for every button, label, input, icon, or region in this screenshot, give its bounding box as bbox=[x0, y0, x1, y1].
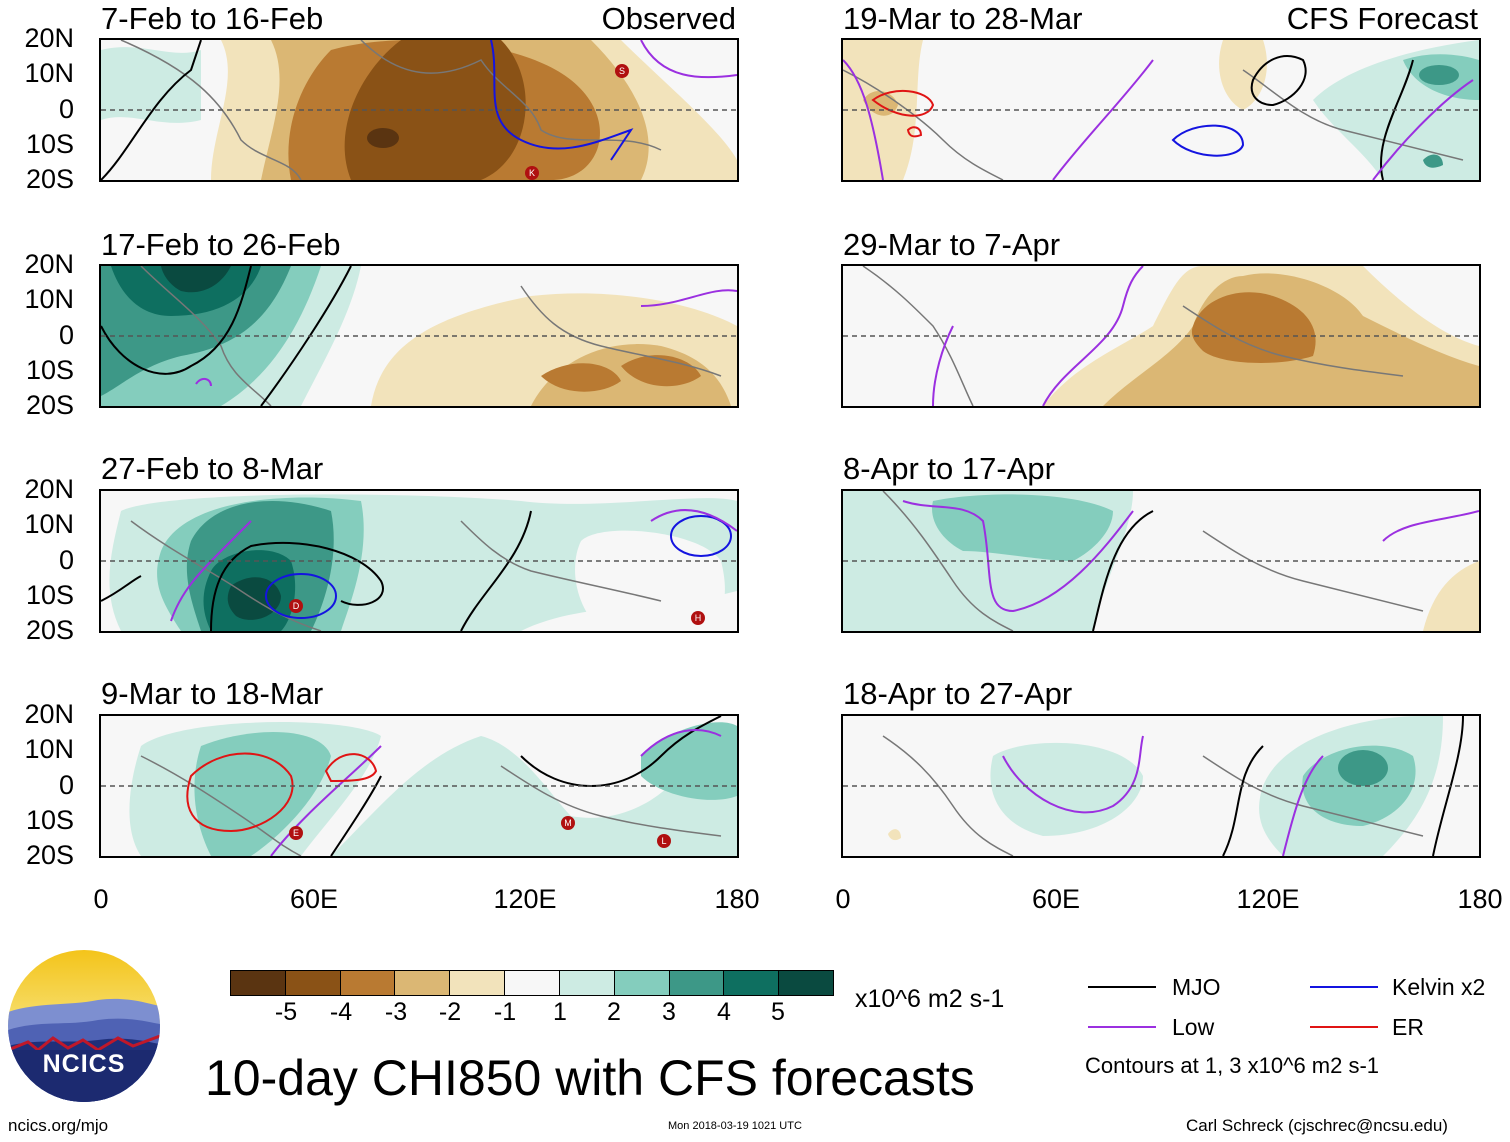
x-tick: 120E bbox=[493, 884, 557, 914]
panel-title-5: 19-Mar to 28-Mar bbox=[843, 1, 1083, 36]
ncics-logo: NCICS bbox=[8, 950, 160, 1102]
contour-note: Contours at 1, 3 x10^6 m2 s-1 bbox=[1085, 1053, 1380, 1078]
y-tick: 0 bbox=[58, 94, 74, 124]
y-tick: 20N bbox=[24, 699, 74, 729]
colorbar-tick: 5 bbox=[771, 998, 785, 1026]
legend-line-low bbox=[1088, 1026, 1156, 1028]
colorbar-swatch bbox=[723, 971, 779, 995]
y-tick: 10S bbox=[25, 355, 74, 385]
colorbar-tick: -2 bbox=[438, 998, 462, 1026]
y-tick: 20S bbox=[25, 390, 74, 420]
y-tick: 20N bbox=[24, 249, 74, 279]
y-tick: 20N bbox=[24, 23, 74, 53]
site-link[interactable]: ncics.org/mjo bbox=[8, 1116, 109, 1135]
panel-title-4: 9-Mar to 18-Mar bbox=[101, 676, 324, 711]
panel-title-6: 29-Mar to 7-Apr bbox=[843, 227, 1061, 262]
timestamp: Mon 2018-03-19 1021 UTC bbox=[668, 1120, 802, 1132]
colorbar-swatch bbox=[394, 971, 450, 995]
legend-line-er bbox=[1310, 1026, 1378, 1028]
panel-tag-cfs-forecast: CFS Forecast bbox=[1286, 1, 1478, 36]
y-tick: 10N bbox=[24, 58, 74, 88]
y-tick: 20S bbox=[25, 840, 74, 870]
y-tick: 0 bbox=[58, 320, 74, 350]
x-tick: 60E bbox=[1031, 884, 1081, 914]
y-tick: 20S bbox=[25, 615, 74, 645]
map-panel-forecast-2 bbox=[841, 264, 1481, 408]
cyclone-marker: S bbox=[615, 64, 629, 78]
colorbar-swatch bbox=[231, 971, 285, 995]
x-tick: 0 bbox=[93, 884, 109, 914]
legend-line-mjo bbox=[1088, 986, 1156, 988]
cyclone-marker: D bbox=[289, 599, 303, 613]
colorbar-tick: -3 bbox=[384, 998, 408, 1026]
author-credit: Carl Schreck (cjschrec@ncsu.edu) bbox=[1186, 1116, 1448, 1135]
colorbar-tick: -4 bbox=[329, 998, 353, 1026]
map-panel-observed-2 bbox=[99, 264, 739, 408]
panel-title-8: 18-Apr to 27-Apr bbox=[843, 676, 1073, 711]
cyclone-marker: K bbox=[525, 166, 539, 180]
y-tick: 10N bbox=[24, 284, 74, 314]
cyclone-marker: H bbox=[691, 611, 705, 625]
colorbar-swatch bbox=[613, 971, 669, 995]
colorbar-swatch bbox=[504, 971, 559, 995]
panel-title-3: 27-Feb to 8-Mar bbox=[101, 451, 324, 486]
panel-title-7: 8-Apr to 17-Apr bbox=[843, 451, 1055, 486]
colorbar bbox=[230, 970, 834, 996]
colorbar-swatch bbox=[778, 971, 833, 995]
x-tick: 0 bbox=[835, 884, 851, 914]
x-tick: 120E bbox=[1236, 884, 1300, 914]
x-tick: 180 bbox=[1457, 884, 1503, 914]
chart-title: 10-day CHI850 with CFS forecasts bbox=[205, 1050, 975, 1106]
map-panel-observed-4: E M L bbox=[99, 714, 739, 858]
logo-text: NCICS bbox=[42, 1050, 126, 1078]
colorbar-tick: -5 bbox=[274, 998, 298, 1026]
y-tick: 10S bbox=[25, 129, 74, 159]
colorbar-tick: 1 bbox=[553, 998, 567, 1026]
legend-label-low: Low bbox=[1172, 1014, 1215, 1040]
colorbar-swatch bbox=[284, 971, 340, 995]
y-tick: 0 bbox=[58, 770, 74, 800]
map-panel-forecast-4 bbox=[841, 714, 1481, 858]
colorbar-swatch bbox=[449, 971, 505, 995]
colorbar-swatch bbox=[558, 971, 614, 995]
legend-line-kelvin bbox=[1310, 986, 1378, 988]
map-panel-forecast-3 bbox=[841, 489, 1481, 633]
cyclone-marker: E bbox=[289, 826, 303, 840]
cyclone-marker: L bbox=[657, 834, 671, 848]
panel-title-2: 17-Feb to 26-Feb bbox=[101, 227, 341, 262]
map-panel-observed-3: D H bbox=[99, 489, 739, 633]
y-tick: 20N bbox=[24, 474, 74, 504]
units-label: x10^6 m2 s-1 bbox=[855, 985, 1005, 1013]
y-tick: 10N bbox=[24, 509, 74, 539]
y-tick: 0 bbox=[58, 545, 74, 575]
map-panel-forecast-1 bbox=[841, 38, 1481, 182]
legend-label-mjo: MJO bbox=[1172, 974, 1221, 1000]
colorbar-tick: 4 bbox=[717, 998, 731, 1026]
colorbar-tick: 2 bbox=[607, 998, 621, 1026]
x-tick: 60E bbox=[289, 884, 339, 914]
colorbar-tick: -1 bbox=[493, 998, 517, 1026]
panel-title-1: 7-Feb to 16-Feb bbox=[101, 1, 324, 36]
colorbar-tick: 3 bbox=[662, 998, 676, 1026]
y-tick: 10S bbox=[25, 805, 74, 835]
legend-label-er: ER bbox=[1392, 1014, 1424, 1040]
y-tick: 10N bbox=[24, 734, 74, 764]
y-tick: 20S bbox=[25, 164, 74, 194]
x-tick: 180 bbox=[714, 884, 760, 914]
colorbar-swatch bbox=[668, 971, 724, 995]
panel-tag-observed: Observed bbox=[601, 1, 736, 36]
y-tick: 10S bbox=[25, 580, 74, 610]
cyclone-marker: M bbox=[561, 816, 575, 830]
map-panel-observed-1: S K bbox=[99, 38, 739, 182]
legend-label-kelvin: Kelvin x2 bbox=[1392, 974, 1486, 1000]
colorbar-swatch bbox=[339, 971, 395, 995]
